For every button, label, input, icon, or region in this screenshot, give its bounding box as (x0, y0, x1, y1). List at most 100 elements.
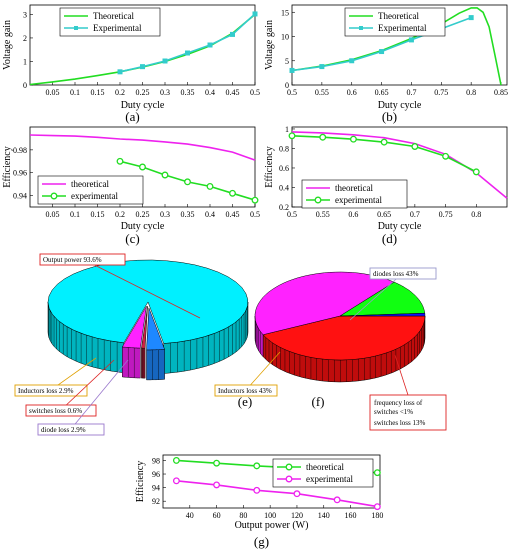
panel-label: (a) (125, 109, 139, 124)
legend-label: Theoretical (378, 11, 419, 21)
callout-diodes-loss-text: diodes loss 43% (373, 270, 419, 278)
x-tick-label: 0.4 (205, 88, 215, 97)
panel-label: (f) (312, 394, 325, 409)
data-point (379, 49, 385, 55)
y-axis-label: Efficiency (135, 461, 146, 502)
panel-label: (g) (254, 534, 269, 549)
y-tick-label: 0.94 (13, 192, 27, 201)
pie-side (122, 346, 141, 379)
data-point (139, 163, 146, 171)
x-tick-label: 40 (186, 511, 194, 520)
x-tick-label: 0.5 (287, 88, 297, 97)
x-tick-label: 0.35 (181, 210, 195, 219)
y-tick-label: 0.8 (279, 144, 289, 153)
legend-label: theoretical (306, 462, 344, 472)
panel-label: (d) (382, 231, 397, 246)
x-tick-label: 0.5 (250, 88, 260, 97)
legend-label: experimental (71, 191, 118, 201)
x-tick-label: 0.3 (160, 88, 170, 97)
x-tick-label: 0.5 (250, 210, 260, 219)
data-point (117, 69, 123, 75)
chart-a: 0.05 0.1 0.15 0.2 0.25 0.3 0.35 0.4 0.45 0.5 0 1 2 3 D… (2, 4, 260, 124)
x-tick-label: 0.25 (136, 210, 150, 219)
data-point (380, 138, 388, 146)
x-axis-label: Duty cycle (121, 221, 165, 232)
data-point (289, 67, 295, 73)
data-point (373, 469, 381, 477)
data-point (293, 490, 301, 498)
chart-g: 40 60 80 100 120 140 160 180 92 94 96 98 Output powe… (135, 454, 383, 549)
x-tick-label: 0.2 (115, 88, 125, 97)
x-tick-label: 0.6 (347, 88, 357, 97)
y-axis-label: Efficiency (264, 146, 275, 187)
callout-diodes-loss-leader (349, 272, 404, 321)
data-point (288, 132, 296, 140)
chart-e (47, 259, 249, 381)
callout-inductors-loss-f-leader (245, 351, 281, 391)
callout-diode-loss-text: diode loss 2.9% (41, 426, 86, 434)
x-tick-label: 180 (371, 511, 383, 520)
data-point (253, 486, 261, 494)
data-point (442, 152, 450, 160)
x-tick-label: 0.15 (91, 210, 105, 219)
data-point (207, 42, 213, 48)
y-tick-label: 0.6 (279, 164, 289, 173)
legend-marker (314, 196, 322, 204)
series-line-experimental (176, 480, 378, 508)
legend-marker (50, 192, 58, 200)
callout-inductors-loss-box (14, 384, 88, 397)
chart-c: 0.05 0.1 0.15 0.2 0.25 0.3 0.35 0.4 0.45 0.5 0.94 0… (2, 126, 260, 246)
x-tick-label: 0.4 (205, 210, 215, 219)
pie-e-callouts: Output power 93.6% Inductors loss 2.9% swi… (14, 253, 252, 436)
data-point (213, 459, 221, 467)
x-tick-label: 0.1 (70, 88, 80, 97)
legend-marker (285, 463, 293, 471)
legend-label: experimental (306, 474, 353, 484)
x-tick-label: 0.75 (439, 210, 453, 219)
legend-label: Theoretical (93, 11, 134, 21)
callout-diodes-loss-box (369, 267, 437, 280)
data-point (172, 456, 180, 464)
pie-slice (121, 306, 147, 349)
x-tick-label: 0.3 (160, 210, 170, 219)
data-point (230, 31, 235, 37)
data-point (185, 50, 190, 56)
pie-f-callouts: diodes loss 43% Inductors loss 43% frequen… (214, 267, 447, 431)
legend-box (59, 7, 161, 37)
legend-label: theoretical (335, 183, 373, 193)
x-tick-label: 0.45 (226, 88, 240, 97)
legend-box (301, 179, 408, 209)
callout-frequency-text: switches <1% (374, 408, 413, 416)
x-axis-label: Duty cycle (121, 100, 165, 111)
x-axis-label: Output power (W) (235, 520, 309, 531)
pie-slice (254, 271, 395, 335)
data-point (251, 196, 259, 204)
data-point (349, 58, 355, 64)
pie-slice (339, 312, 426, 317)
x-tick-label: 160 (345, 511, 357, 520)
x-tick-label: 0.85 (494, 88, 508, 97)
pie-slice (141, 306, 148, 349)
data-point (373, 503, 381, 511)
callout-output-power-text: Output power 93.6% (43, 256, 102, 264)
data-point (229, 189, 236, 197)
x-tick-label: 120 (291, 511, 303, 520)
x-tick-label: 0.25 (136, 88, 150, 97)
pie-slice (146, 307, 165, 351)
data-point (319, 133, 327, 141)
callout-inductors-loss-f-box (214, 384, 278, 397)
x-tick-label: 60 (213, 511, 221, 520)
pie-slice (339, 281, 426, 317)
x-tick-label: 0.8 (466, 88, 476, 97)
legend-label: theoretical (71, 179, 109, 189)
callout-switches-loss-box (25, 404, 97, 417)
data-point (319, 64, 325, 70)
y-tick-label: 1 (285, 125, 289, 134)
panel-label: (c) (125, 231, 139, 246)
callout-inductors-loss-text: Inductors loss 2.9% (18, 387, 74, 395)
y-tick-label: 15 (281, 8, 289, 17)
legend-marker (359, 26, 363, 30)
data-point (253, 462, 261, 470)
data-point (408, 37, 414, 43)
